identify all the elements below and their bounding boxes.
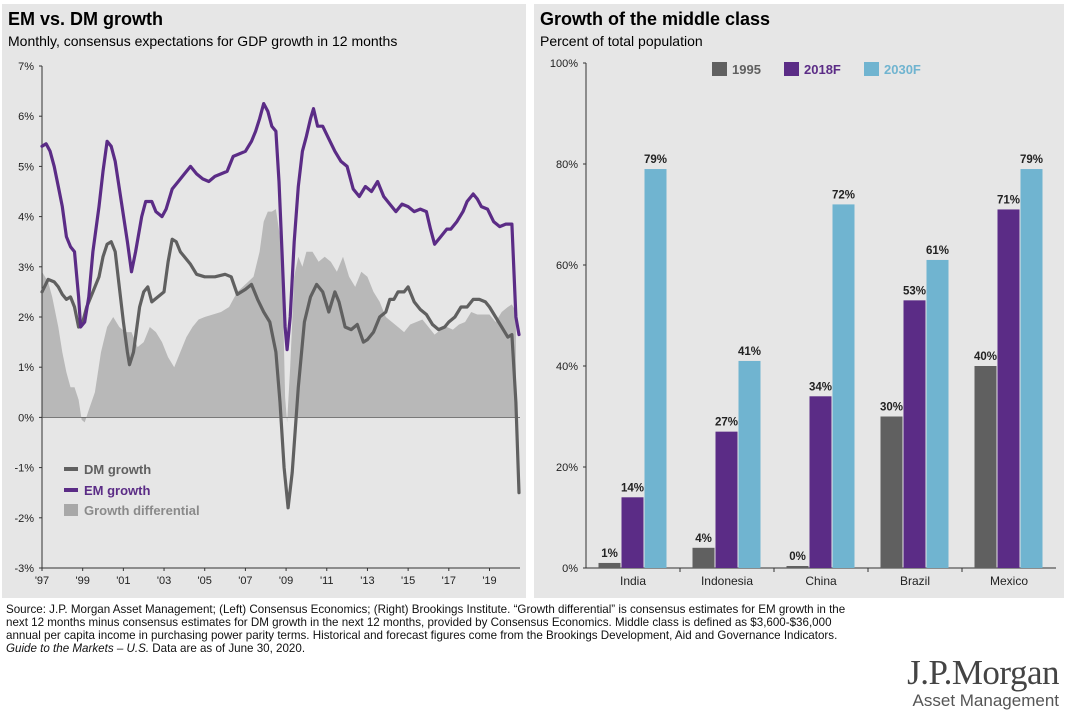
bar-value-label: 34% xyxy=(809,381,832,393)
y-tick-label: -1% xyxy=(14,463,34,475)
x-category-label: Mexico xyxy=(990,574,1028,588)
bar-1995-Mexico xyxy=(974,366,997,568)
legend-label-2030F: 2030F xyxy=(884,62,921,77)
legend-label-dm: DM growth xyxy=(84,462,151,477)
bar-value-label: 79% xyxy=(644,154,667,166)
bar-value-label: 79% xyxy=(1020,154,1043,166)
logo-line2: Asset Management xyxy=(912,691,1059,710)
y-tick-label: 0% xyxy=(18,412,34,424)
y-tick-label: 40% xyxy=(556,361,578,373)
y-tick-label: -2% xyxy=(14,513,34,525)
legend-swatch-2030F xyxy=(864,62,879,76)
y-tick-label: 6% xyxy=(18,111,34,123)
bar-value-label: 41% xyxy=(738,346,761,358)
x-tick-label: '13 xyxy=(360,575,374,587)
x-tick-label: '15 xyxy=(401,575,415,587)
bar-2018F-Brazil xyxy=(903,300,926,568)
em-growth-line xyxy=(40,101,521,352)
bar-2018F-Mexico xyxy=(997,209,1020,568)
source-text: Source: J.P. Morgan Asset Management; (L… xyxy=(6,603,846,642)
right-chart-subtitle: Percent of total population xyxy=(540,33,703,49)
left-chart-subtitle: Monthly, consensus expectations for GDP … xyxy=(8,33,398,49)
bar-2030F-Indonesia xyxy=(738,360,761,568)
legend-swatch-1995 xyxy=(712,62,727,76)
left-chart-title: EM vs. DM growth xyxy=(8,9,164,29)
x-category-label: India xyxy=(620,574,646,588)
y-tick-label: 7% xyxy=(18,61,34,73)
y-tick-label: 2% xyxy=(18,312,34,324)
legend-label-diff: Growth differential xyxy=(84,503,200,518)
bar-value-label: 71% xyxy=(997,194,1020,206)
bar-value-label: 14% xyxy=(621,482,644,494)
y-tick-label: -3% xyxy=(14,563,34,575)
bar-2018F-China xyxy=(809,396,832,568)
legend-label-1995: 1995 xyxy=(732,62,761,77)
source-footnote: Source: J.P. Morgan Asset Management; (L… xyxy=(6,603,866,655)
bar-value-label: 27% xyxy=(715,417,738,429)
legend-swatch-2018F xyxy=(784,62,799,76)
guide-line: Guide to the Markets – U.S. Data are as … xyxy=(6,642,866,655)
x-tick-label: '17 xyxy=(442,575,456,587)
y-tick-label: 20% xyxy=(556,462,578,474)
bar-1995-Indonesia xyxy=(692,547,715,568)
x-category-label: China xyxy=(805,574,837,588)
bar-2018F-Indonesia xyxy=(715,431,738,568)
y-tick-label: 3% xyxy=(18,262,34,274)
dm-growth-line xyxy=(40,237,521,510)
bar-value-label: 53% xyxy=(903,285,926,297)
bar-value-label: 72% xyxy=(832,189,855,201)
bar-value-label: 40% xyxy=(974,351,997,363)
y-tick-label: 5% xyxy=(18,161,34,173)
x-category-label: Brazil xyxy=(900,574,930,588)
bar-value-label: 1% xyxy=(601,548,618,560)
bar-2030F-Brazil xyxy=(926,259,949,568)
right-chart-title: Growth of the middle class xyxy=(540,9,771,29)
bar-value-label: 0% xyxy=(789,551,806,563)
bar-1995-China xyxy=(786,566,809,568)
right-chart-panel: Growth of the middle class Percent of to… xyxy=(534,4,1064,598)
legend-swatch-diff xyxy=(64,504,78,516)
em-dm-line-chart: 7% 6% 5% 4% 3% 2% 1% 0% -1% -2% -3%'97 '99 '01 '03 '05… xyxy=(14,61,521,587)
x-tick-label: '01 xyxy=(116,575,130,587)
y-tick-label: 100% xyxy=(550,58,578,70)
bar-2030F-China xyxy=(832,204,855,568)
x-tick-label: '99 xyxy=(76,575,90,587)
bar-value-label: 4% xyxy=(695,533,712,545)
x-tick-label: '19 xyxy=(482,575,496,587)
guide-date: Data are as of June 30, 2020. xyxy=(152,642,306,655)
guide-title: Guide to the Markets – U.S. xyxy=(6,642,150,655)
bar-1995-India xyxy=(598,562,621,568)
y-tick-label: 80% xyxy=(556,159,578,171)
x-category-label: Indonesia xyxy=(701,574,753,588)
jpmorgan-logo: J.P.Morgan Asset Management xyxy=(907,653,1059,712)
bar-2018F-India xyxy=(621,497,644,568)
x-tick-label: '11 xyxy=(320,575,334,587)
left-chart-panel: EM vs. DM growth Monthly, consensus expe… xyxy=(2,4,526,598)
x-tick-label: '97 xyxy=(35,575,49,587)
y-tick-label: 4% xyxy=(18,212,34,224)
logo-line1: J.P.Morgan xyxy=(907,653,1059,692)
y-tick-label: 1% xyxy=(18,362,34,374)
x-tick-label: '05 xyxy=(198,575,212,587)
bar-value-label: 61% xyxy=(926,245,949,257)
middle-class-bar-chart: 100% 80% 60% 40% 20% 0% 1% 14% 79% India 4% 27% 41% I… xyxy=(550,58,1056,588)
x-tick-label: '09 xyxy=(279,575,293,587)
y-tick-label: 0% xyxy=(562,563,578,575)
x-tick-label: '03 xyxy=(157,575,171,587)
bar-2030F-Mexico xyxy=(1020,169,1043,569)
bar-1995-Brazil xyxy=(880,416,903,568)
bar-value-label: 30% xyxy=(880,402,903,414)
legend-label-em: EM growth xyxy=(84,483,150,498)
growth-differential-area xyxy=(42,209,516,423)
x-tick-label: '07 xyxy=(238,575,252,587)
legend-label-2018F: 2018F xyxy=(804,62,841,77)
bar-2030F-India xyxy=(644,169,667,569)
y-tick-label: 60% xyxy=(556,260,578,272)
